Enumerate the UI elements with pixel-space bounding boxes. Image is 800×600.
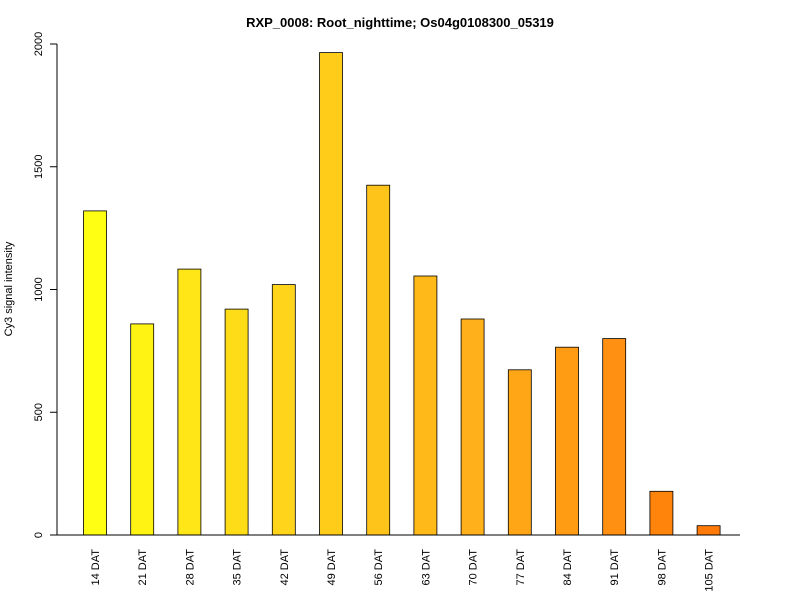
- y-tick-label: 0: [33, 532, 45, 538]
- bar-35-dat: [224, 308, 249, 536]
- x-tick-label: 49 DAT: [326, 549, 338, 586]
- bar-56-dat: [366, 184, 391, 536]
- y-tick-label: 1000: [33, 277, 45, 301]
- chart-title: RXP_0008: Root_nighttime; Os04g0108300_0…: [246, 15, 554, 30]
- bar-105-dat: [696, 525, 721, 536]
- bar-42-dat: [271, 284, 296, 536]
- y-tick-label: 2000: [33, 32, 45, 56]
- bar-49-dat: [319, 52, 343, 536]
- bar-98-dat: [649, 490, 674, 536]
- bar-28-dat: [177, 268, 202, 536]
- y-axis: 0 500 1000 1500 2000: [33, 32, 58, 538]
- x-tick-label: 98 DAT: [656, 549, 668, 586]
- y-tick-label: 1500: [33, 155, 45, 179]
- bar-63-dat: [413, 275, 438, 536]
- x-tick-label: 28 DAT: [184, 549, 196, 586]
- bar-70-dat: [460, 318, 485, 536]
- x-tick-label: 105 DAT: [704, 549, 716, 592]
- x-tick-label: 42 DAT: [279, 549, 291, 586]
- bar-77-dat: [507, 369, 532, 536]
- bar-84-dat: [555, 346, 579, 536]
- bar-21-dat: [130, 323, 155, 536]
- x-tick-label: 21 DAT: [137, 549, 149, 586]
- x-tick-label: 63 DAT: [420, 549, 432, 586]
- x-tick-label: 56 DAT: [373, 549, 385, 586]
- x-tick-labels: 14 DAT 21 DAT 28 DAT 35 DAT 42 DAT 49 DAT 56 D…: [90, 549, 716, 592]
- x-tick-label: 84 DAT: [562, 549, 574, 586]
- x-tick-label: 35 DAT: [232, 549, 244, 586]
- bars-group: [83, 52, 721, 536]
- bar-91-dat: [602, 338, 627, 536]
- x-tick-label: 70 DAT: [468, 549, 480, 586]
- x-tick-label: 77 DAT: [515, 549, 527, 586]
- y-tick-label: 500: [33, 403, 45, 421]
- x-tick-label: 14 DAT: [90, 549, 102, 586]
- bar-14-dat: [83, 210, 107, 536]
- y-axis-label: Cy3 signal intensity: [3, 241, 15, 336]
- x-tick-label: 91 DAT: [609, 549, 621, 586]
